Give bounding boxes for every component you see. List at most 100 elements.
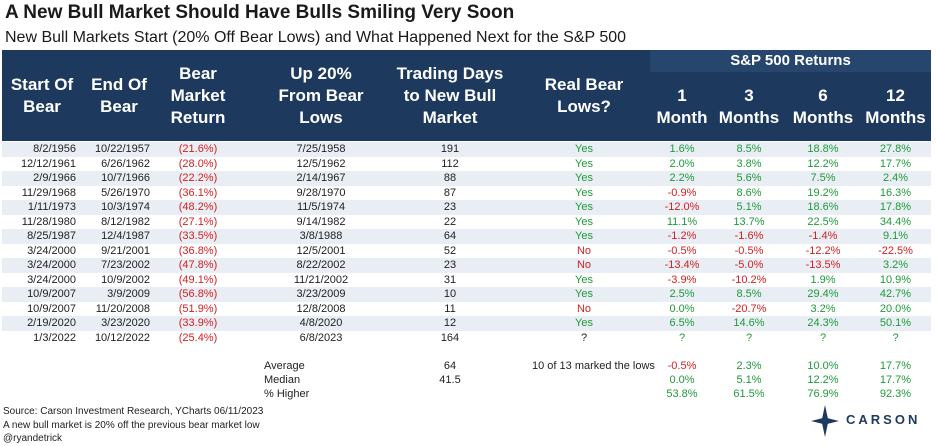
summary-1m: 53.8% xyxy=(666,388,698,400)
summary-days: 41.5 xyxy=(439,374,461,386)
cell-trading-days: 112 xyxy=(441,157,459,170)
col-header-3-months: 3 Months xyxy=(718,85,780,127)
cell-start-of-bear: 11/29/1968 xyxy=(21,186,76,199)
cell-bear-market-return: (33.9%) xyxy=(178,317,218,329)
cell-return-1m: -1.2% xyxy=(667,230,697,242)
cell-return-3m: 3.8% xyxy=(736,157,762,170)
cell-end-of-bear: 3/9/2009 xyxy=(107,288,150,300)
cell-return-3m: -0.5% xyxy=(734,244,764,257)
cell-return-1m: 0.0% xyxy=(669,302,695,315)
cell-end-of-bear: 7/23/2002 xyxy=(101,259,150,271)
carson-compass-icon xyxy=(811,405,839,437)
cell-up-20-date: 8/22/2002 xyxy=(296,259,346,271)
returns-group-band xyxy=(650,50,931,72)
summary-6m: 76.9% xyxy=(807,388,839,400)
footer-source: Source: Carson Investment Research, YCha… xyxy=(3,406,264,417)
cell-end-of-bear: 6/26/1962 xyxy=(101,157,150,170)
cell-return-12m: 34.4% xyxy=(879,215,912,228)
table-row: 11/28/1980 8/12/1982 (27.1%) 9/14/1982 22 Yes… xyxy=(2,215,931,230)
cell-bear-market-return: (36.8%) xyxy=(178,244,218,257)
cell-real-bear-low: Yes xyxy=(575,273,593,286)
col-header-12-months: 12 Months xyxy=(865,85,926,127)
cell-return-3m: 5.1% xyxy=(736,201,762,213)
col-header-bear-market-return: Bear Market Return xyxy=(170,63,226,127)
cell-return-6m: -13.5% xyxy=(805,259,841,271)
cell-return-12m: 3.2% xyxy=(882,259,909,271)
summary-12m: 17.7% xyxy=(879,360,912,372)
cell-return-3m: -20.7% xyxy=(731,302,767,315)
col-header-1-month: 1 Month xyxy=(656,85,708,127)
cell-bear-market-return: (49.1%) xyxy=(178,273,218,286)
cell-return-3m: -1.6% xyxy=(734,230,764,242)
cell-return-3m: 14.6% xyxy=(733,317,765,329)
page-title: A New Bull Market Should Have Bulls Smil… xyxy=(5,2,515,23)
cell-return-6m: 29.4% xyxy=(807,288,839,300)
cell-real-bear-low: No xyxy=(576,259,592,271)
cell-trading-days: 31 xyxy=(443,273,457,286)
table-row: 10/9/2007 3/9/2009 (56.8%) 3/23/2009 10 Yes 2.… xyxy=(2,287,931,302)
summary-row-average: Average 64 10 of 13 marked the lows -0.5… xyxy=(2,359,931,373)
cell-return-1m: ? xyxy=(678,331,686,344)
cell-return-3m: 8.5% xyxy=(736,143,762,155)
cell-bear-market-return: (25.4%) xyxy=(178,331,218,344)
cell-return-12m: -22.5% xyxy=(878,244,913,257)
col-header-up-20-from-bear-lows: Up 20% From Bear Lows xyxy=(278,63,364,127)
cell-start-of-bear: 2/9/1966 xyxy=(33,172,76,184)
cell-return-6m: 18.8% xyxy=(807,143,839,155)
table-row: 10/9/2007 11/20/2008 (51.9%) 12/8/2008 11 No 0… xyxy=(2,302,931,317)
cell-bear-market-return: (47.8%) xyxy=(178,259,218,271)
table-row: 3/24/2000 9/21/2001 (36.8%) 12/5/2001 52 No -0… xyxy=(2,244,931,259)
cell-real-bear-low: Yes xyxy=(575,186,593,199)
cell-end-of-bear: 10/12/2022 xyxy=(94,331,150,344)
cell-return-6m: -12.2% xyxy=(805,244,841,257)
cell-up-20-date: 4/8/2020 xyxy=(299,317,343,329)
summary-label: Average xyxy=(264,360,305,372)
cell-return-6m: 19.2% xyxy=(807,186,839,199)
footer-note: A new bull market is 20% off the previou… xyxy=(3,420,260,431)
cell-up-20-date: 2/14/1967 xyxy=(296,172,346,184)
cell-return-1m: -12.0% xyxy=(664,201,700,213)
table-row: 1/11/1973 10/3/1974 (48.2%) 11/5/1974 23 Yes -… xyxy=(2,200,931,215)
cell-trading-days: 164 xyxy=(440,331,460,344)
cell-up-20-date: 7/25/1958 xyxy=(296,143,346,155)
cell-real-bear-low: Yes xyxy=(575,201,593,213)
summary-6m: 12.2% xyxy=(807,374,839,386)
table-row: 3/24/2000 10/9/2002 (49.1%) 11/21/2002 31 Yes… xyxy=(2,273,931,288)
summary-lows-note: 10 of 13 marked the lows xyxy=(532,360,655,372)
cell-real-bear-low: Yes xyxy=(575,317,593,329)
cell-real-bear-low: No xyxy=(576,244,592,257)
table-row: 11/29/1968 5/26/1970 (36.1%) 9/28/1970 87 Yes… xyxy=(2,186,931,201)
cell-return-12m: 10.9% xyxy=(879,273,912,286)
cell-end-of-bear: 9/21/2001 xyxy=(101,244,150,257)
cell-up-20-date: 9/14/1982 xyxy=(296,215,346,228)
cell-return-1m: 2.2% xyxy=(669,172,695,184)
cell-start-of-bear: 1/3/2022 xyxy=(33,331,76,344)
cell-bear-market-return: (33.5%) xyxy=(178,230,218,242)
cell-bear-market-return: (28.0%) xyxy=(178,157,218,170)
table-row: 8/2/1956 10/22/1957 (21.6%) 7/25/1958 191 Yes… xyxy=(2,142,931,157)
summary-row-pct-higher: % Higher 53.8% 61.5% 76.9% 92.3% xyxy=(2,387,931,401)
cell-end-of-bear: 10/3/1974 xyxy=(101,201,150,213)
cell-trading-days: 22 xyxy=(443,215,457,228)
cell-real-bear-low: No xyxy=(576,302,592,315)
table-row: 2/19/2020 3/23/2020 (33.9%) 4/8/2020 12 Yes 6.… xyxy=(2,316,931,331)
cell-return-12m: 50.1% xyxy=(879,317,912,329)
cell-real-bear-low: ? xyxy=(580,331,588,344)
summary-12m: 17.7% xyxy=(879,374,912,386)
summary-6m: 10.0% xyxy=(807,360,839,372)
cell-start-of-bear: 2/19/2020 xyxy=(27,317,76,329)
cell-start-of-bear: 3/24/2000 xyxy=(27,259,76,271)
cell-return-12m: 17.8% xyxy=(879,201,912,213)
cell-real-bear-low: Yes xyxy=(575,172,593,184)
cell-return-1m: 2.0% xyxy=(669,157,695,170)
cell-bear-market-return: (27.1%) xyxy=(178,215,218,228)
col-header-real-bear-lows: Real Bear Lows? xyxy=(544,74,624,116)
cell-trading-days: 12 xyxy=(443,317,457,329)
cell-up-20-date: 6/8/2023 xyxy=(299,331,343,344)
cell-bear-market-return: (51.9%) xyxy=(178,302,218,315)
cell-return-6m: 22.5% xyxy=(807,215,839,228)
cell-return-12m: 27.8% xyxy=(879,143,912,155)
summary-12m: 92.3% xyxy=(879,388,912,400)
cell-return-1m: 6.5% xyxy=(669,317,695,329)
cell-end-of-bear: 3/23/2020 xyxy=(101,317,150,329)
